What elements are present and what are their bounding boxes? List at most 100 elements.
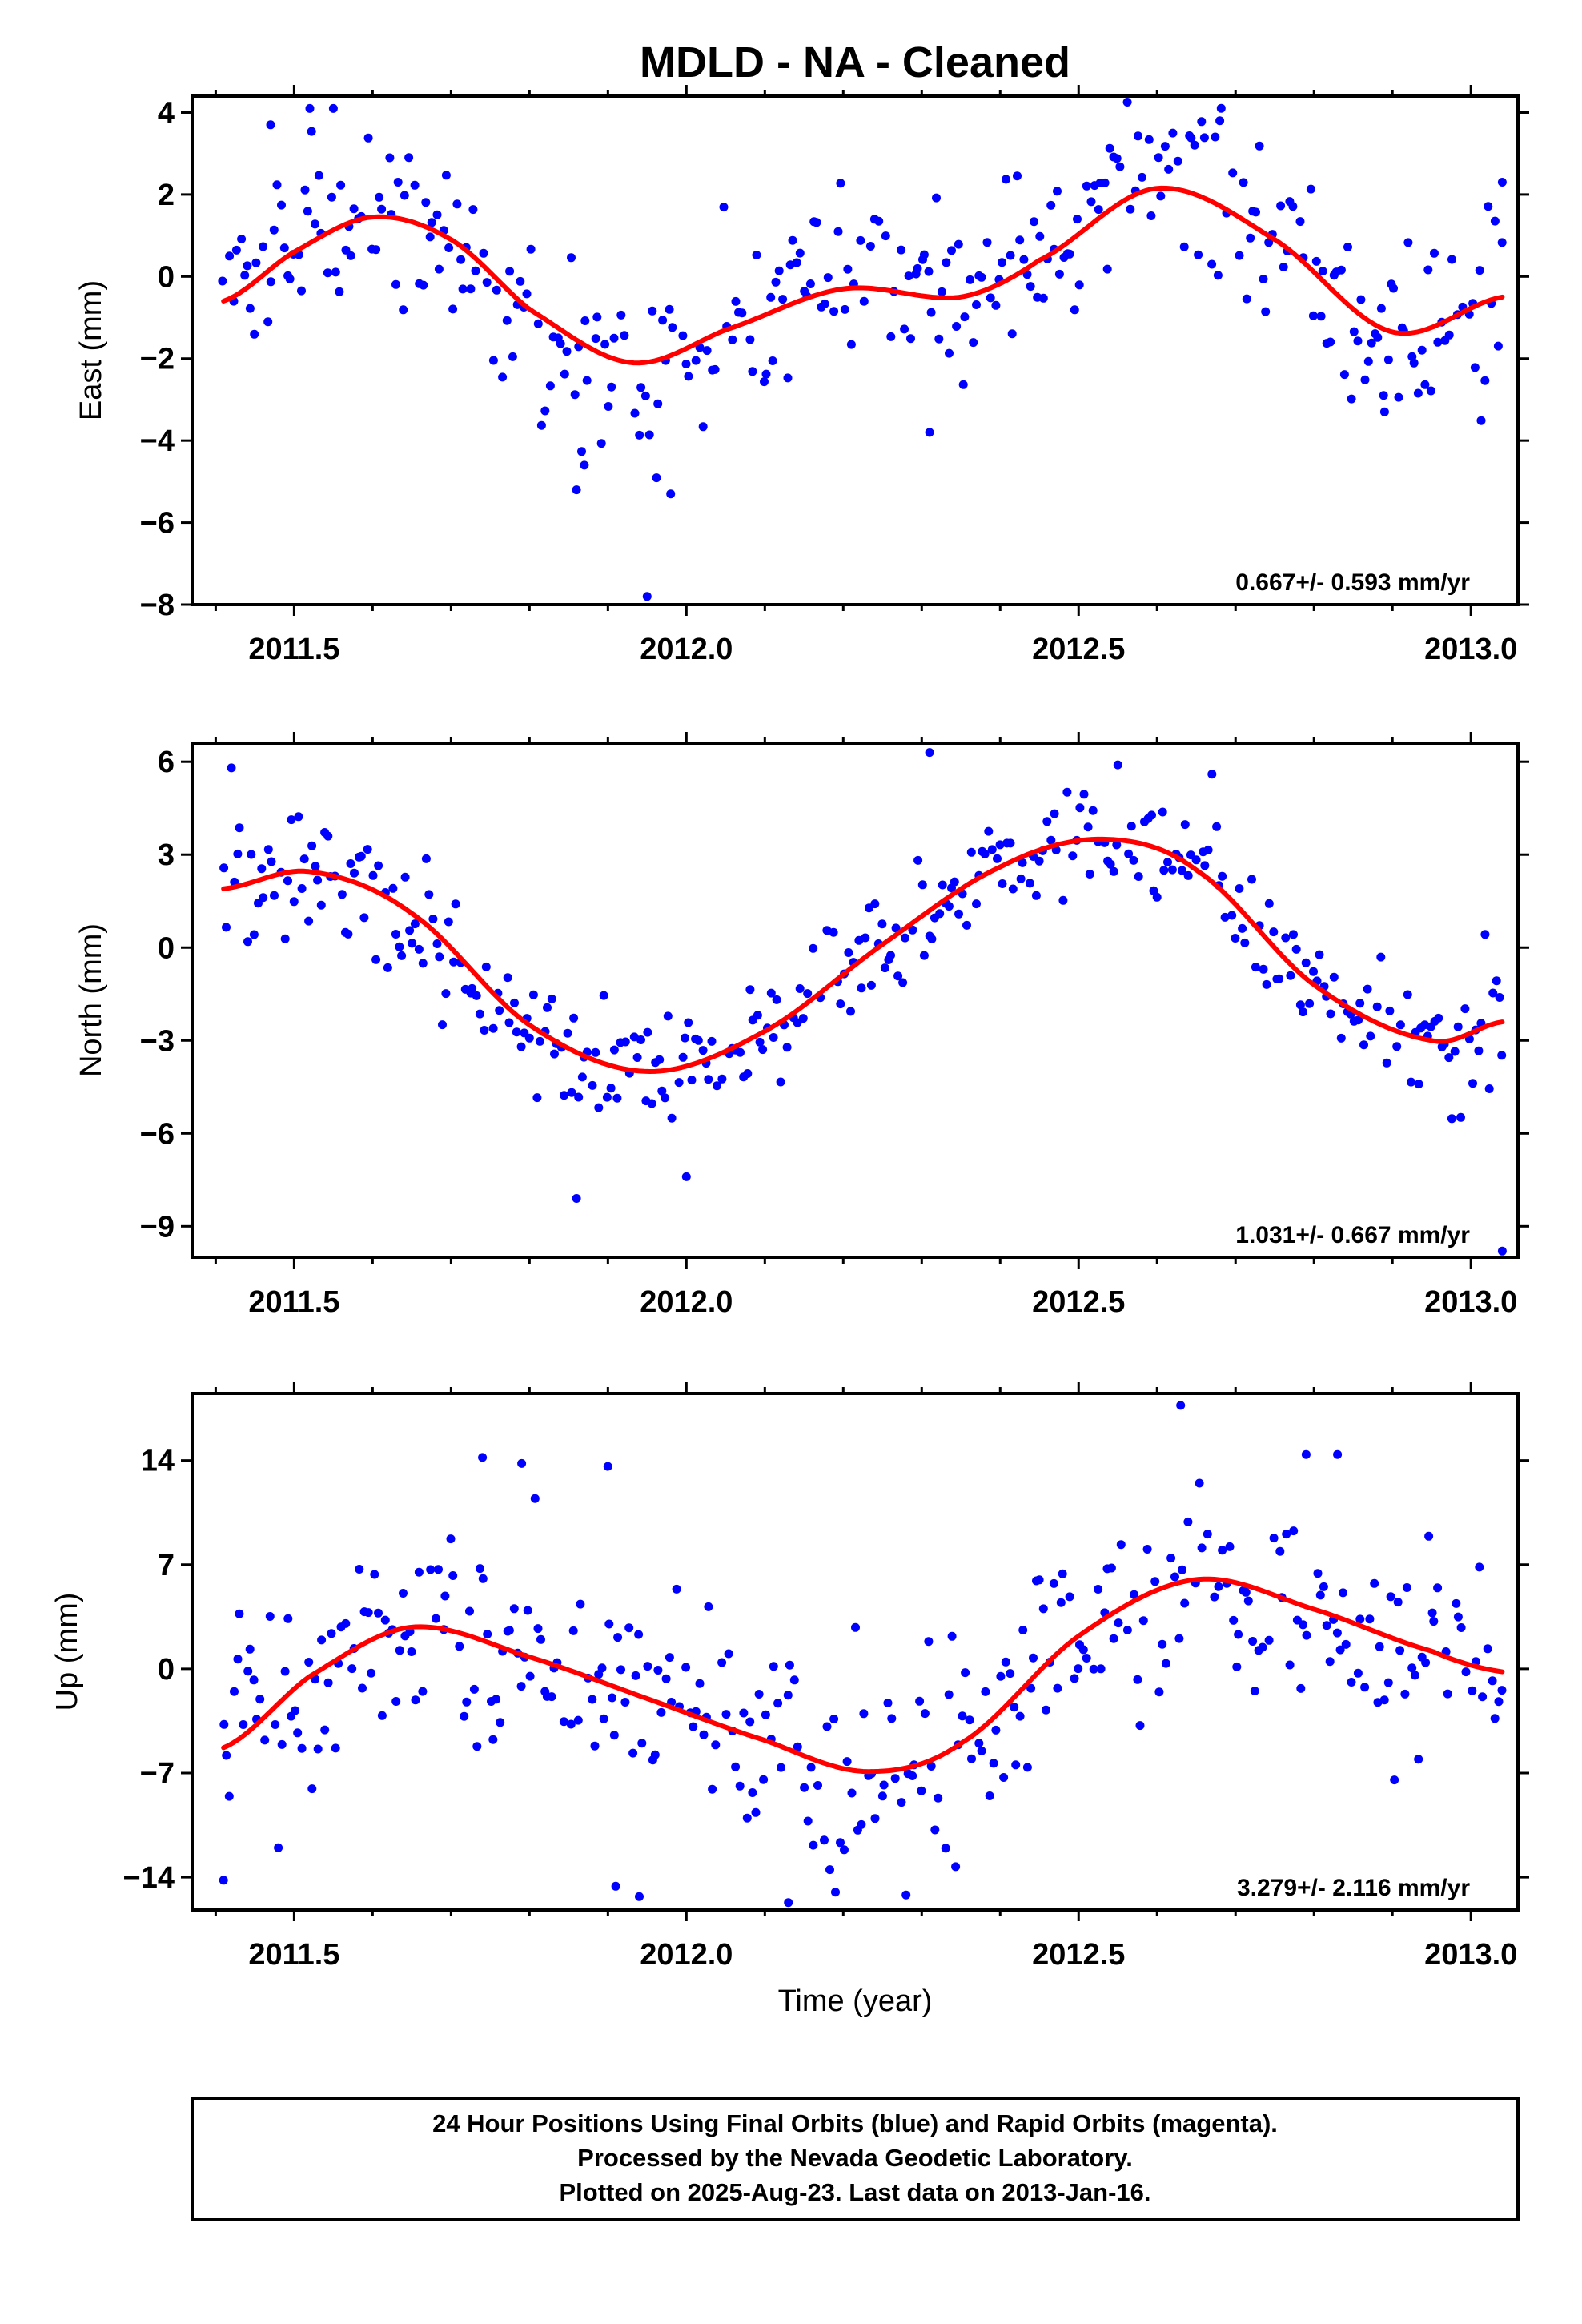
data-point [251,258,261,267]
data-point [748,367,757,376]
y-tick-label: −9 [140,1210,175,1244]
data-point [1316,312,1326,321]
y-tick-label: −7 [140,1757,175,1791]
data-point [695,1679,705,1688]
data-point [1122,98,1132,107]
data-point [803,1816,813,1826]
data-point [859,296,869,306]
data-point [778,295,788,304]
data-point [573,1715,583,1725]
data-point [745,335,755,344]
data-point [774,266,784,275]
data-point [805,279,815,288]
data-point [1070,305,1079,315]
data-point [297,1743,307,1753]
data-point [469,1684,479,1694]
data-point [434,1565,443,1574]
data-point [1026,282,1035,292]
data-point [1002,175,1010,184]
data-point [1456,1112,1465,1122]
data-point [640,391,650,400]
data-point [488,1023,498,1033]
data-point [1409,358,1419,368]
data-point [731,1762,741,1771]
data-point [225,251,235,261]
data-point [624,1623,634,1633]
rate-label: 1.031+/- 0.667 mm/yr [1235,1222,1470,1248]
data-point [1152,892,1162,902]
data-point [1258,1642,1267,1652]
data-point [1159,866,1169,875]
data-point [1355,1614,1365,1624]
data-point [1239,178,1248,187]
data-point [829,927,838,937]
data-point [1339,370,1349,380]
data-point [758,1045,768,1055]
data-point [1494,1697,1504,1707]
data-point [637,1739,647,1748]
data-point [562,347,572,356]
data-point [901,933,909,943]
data-point [556,339,565,348]
data-point [277,200,286,210]
x-tick-label: 2012.0 [640,1285,733,1319]
data-point [890,1774,900,1783]
data-point [825,1865,834,1875]
data-point [1356,295,1366,304]
data-point [272,180,282,190]
data-point [1212,822,1222,831]
data-point [1447,255,1456,264]
data-point [1492,976,1501,986]
data-point [1179,242,1189,251]
data-point [1480,930,1490,939]
data-point [944,902,954,911]
y-tick-label: 6 [158,746,175,779]
data-point [721,1710,731,1719]
data-point [1001,1657,1010,1667]
data-point [773,1699,783,1708]
data-point [1382,1058,1391,1068]
data-point [658,316,668,325]
data-point [1497,238,1507,247]
x-tick-label: 2012.5 [1032,633,1125,666]
data-point [1235,884,1244,893]
data-point [702,346,712,356]
data-point [259,242,268,251]
data-point [657,1086,667,1096]
data-point [1231,934,1240,943]
data-point [1042,1705,1050,1715]
data-point [599,1714,608,1723]
data-point [857,1819,866,1829]
data-point [1262,979,1271,989]
data-point [1235,251,1244,260]
data-point [388,883,398,893]
data-point [560,1091,569,1100]
data-point [1218,1546,1227,1555]
data-point [630,408,640,418]
data-point [798,1014,808,1023]
data-point [636,383,646,392]
data-point [1158,807,1167,817]
data-point [397,951,407,960]
data-point [320,1725,330,1735]
data-point [877,919,887,929]
data-point [813,1781,822,1790]
data-point [1019,255,1029,264]
data-point [1269,927,1279,937]
data-point [441,989,451,999]
data-point [846,1007,855,1016]
data-point [1082,1654,1091,1663]
data-point [930,1825,940,1835]
data-point [656,1707,666,1717]
data-point [404,153,414,163]
data-point [823,273,833,283]
data-point [448,1571,458,1580]
data-point [1395,1020,1405,1030]
data-point [636,1035,645,1044]
data-point [311,862,320,871]
data-point [498,372,508,382]
data-point [1395,1646,1405,1655]
data-point [327,192,336,202]
data-point [368,870,378,880]
data-point [1142,1545,1152,1554]
